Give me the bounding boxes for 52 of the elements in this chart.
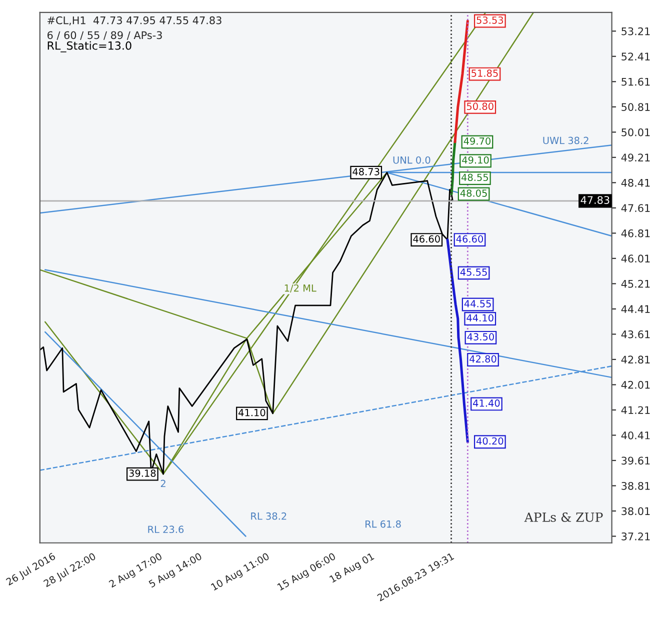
ref-line-label: 47.83	[580, 196, 610, 204]
y-tick-label: 45.21	[621, 280, 650, 288]
annotation: 2	[160, 480, 166, 487]
y-tick-label: 44.41	[621, 305, 650, 313]
y-tick-label: 40.41	[621, 431, 650, 440]
y-tick-label: 50.81	[622, 103, 650, 111]
data-label: 48.55	[461, 174, 488, 182]
data-label: 48.73	[352, 168, 380, 176]
annotation: RL 38.2	[251, 512, 286, 520]
data-label: 49.70	[464, 137, 491, 145]
data-label: 50.80	[466, 102, 494, 110]
data-label: 41.10	[238, 408, 266, 416]
y-tick-label: 42.01	[621, 380, 650, 389]
data-label: 49.10	[462, 156, 489, 164]
data-label: 44.10	[466, 314, 494, 322]
y-tick-label: 53.21	[622, 27, 650, 36]
data-label: 46.60	[413, 235, 440, 243]
data-label: 41.40	[473, 399, 500, 407]
annotation: RL_Static=13.0	[48, 41, 132, 52]
y-tick-label: 46.01	[621, 254, 650, 263]
data-label: 51.85	[472, 70, 498, 77]
annotation: APLs & ZUP	[524, 512, 603, 522]
y-tick-label: 50.01	[622, 128, 650, 136]
y-tick-label: 43.61	[621, 330, 650, 338]
data-label: 48.05	[460, 189, 487, 197]
y-tick-label: 49.21	[621, 154, 650, 162]
chart-title: #CL,H1 47.73 47.95 47.55 47.83	[48, 16, 222, 26]
text: 6 / 60 / 55 / 89 / APs-3	[47, 31, 162, 40]
y-tick-label: 38.81	[622, 482, 650, 490]
y-tick-label: 41.21	[621, 406, 650, 414]
annotation: RL 61.8	[366, 520, 401, 528]
data-label: 42.80	[470, 355, 496, 363]
data-label: 53.53	[476, 16, 504, 24]
y-tick-label: 48.41	[621, 178, 650, 187]
data-label: 39.18	[129, 470, 156, 477]
annotation: 1/2 ML	[284, 284, 316, 292]
y-tick-label: 47.61	[621, 204, 650, 212]
annotation: RL 23.6	[148, 526, 184, 534]
y-tick-label: 52.41	[622, 52, 650, 60]
y-tick-label: 42.81	[621, 356, 650, 364]
data-label: 44.55	[464, 300, 491, 308]
data-label: 45.55	[460, 268, 487, 276]
y-tick-label: 39.61	[622, 456, 650, 465]
y-tick-label: 37.21	[622, 532, 650, 540]
y-tick-label: 46.81	[621, 229, 650, 238]
data-label: 43.50	[467, 333, 494, 340]
data-label: 46.60	[456, 235, 484, 243]
annotation: UNL 0.0	[393, 156, 430, 164]
annotation: UWL 38.2	[543, 136, 588, 144]
y-tick-label: 51.61	[622, 78, 650, 86]
y-tick-label: 38.01	[622, 507, 650, 516]
data-label: 40.20	[476, 437, 504, 445]
